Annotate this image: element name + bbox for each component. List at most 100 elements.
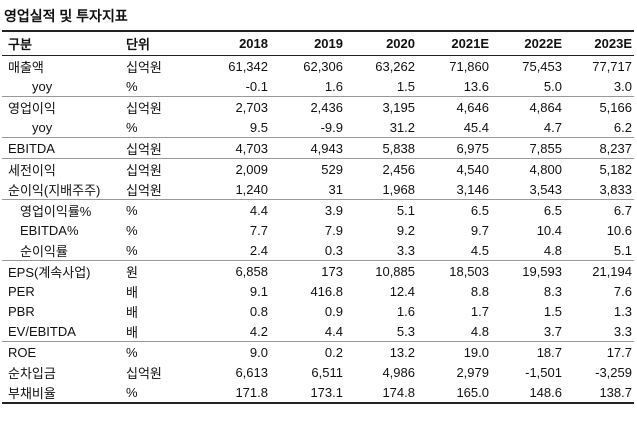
value-cell: 17.7 (606, 344, 632, 360)
value-cell: 5.1 (396, 202, 415, 218)
unit-cell: % (126, 242, 138, 258)
value-cell: 31 (328, 181, 343, 197)
row-label: ROE (8, 344, 37, 360)
value-cell: 5,166 (599, 99, 632, 115)
value-cell: 4,864 (529, 99, 562, 115)
value-cell: 4,986 (382, 364, 415, 380)
unit-cell: % (126, 344, 138, 360)
value-cell: 2,436 (310, 99, 343, 115)
row-label: EBITDA% (20, 222, 79, 238)
header-cell: 2021E (451, 36, 489, 51)
row-group: 영업이익 십억원 2,703 2,436 3,195 4,646 4,864 5,166 yoy… (2, 97, 634, 138)
value-cell: 9.7 (470, 222, 489, 238)
table-row: 세전이익 십억원 2,009 529 2,456 4,540 4,800 5,182 (2, 159, 634, 180)
value-cell: 1.6 (396, 303, 415, 319)
unit-cell: 배 (126, 284, 138, 300)
unit-cell: % (126, 78, 138, 94)
value-cell: 3,833 (599, 181, 632, 197)
value-cell: 3.3 (613, 323, 632, 339)
row-label: 순이익률 (20, 243, 68, 259)
value-cell: 10,885 (375, 263, 415, 279)
value-cell: 529 (321, 161, 343, 177)
value-cell: 12.4 (389, 283, 415, 299)
value-cell: 416.8 (310, 283, 343, 299)
value-cell: 3,195 (382, 99, 415, 115)
header-cell: 2019 (314, 36, 343, 51)
value-cell: 4,540 (456, 161, 489, 177)
row-group: 매출액 십억원 61,342 62,306 63,262 71,860 75,453 77,7… (2, 56, 634, 97)
row-label: EBITDA (8, 140, 55, 156)
value-cell: 2,009 (235, 161, 268, 177)
value-cell: 6,858 (235, 263, 268, 279)
unit-cell: 십억원 (126, 100, 162, 116)
table-row: PER 배 9.1 416.8 12.4 8.8 8.3 7.6 (2, 281, 634, 301)
value-cell: -3,259 (595, 364, 632, 380)
value-cell: 77,717 (592, 58, 632, 74)
header-cell: 2020 (386, 36, 415, 51)
value-cell: 6,975 (456, 140, 489, 156)
unit-cell: 원 (126, 264, 138, 280)
value-cell: 171.8 (235, 384, 268, 400)
row-label: 영업이익률% (20, 203, 92, 219)
value-cell: 8.8 (470, 283, 489, 299)
unit-cell: 배 (126, 304, 138, 320)
value-cell: 173 (321, 263, 343, 279)
value-cell: 3.9 (324, 202, 343, 218)
value-cell: 6.2 (613, 119, 632, 135)
unit-cell: 십억원 (126, 59, 162, 75)
value-cell: 4.4 (249, 202, 268, 218)
header-cell: 단위 (126, 37, 150, 52)
financial-table: 구분 단위 2018 2019 2020 2021E 2022E 2023E 매출액 십억원 61… (2, 30, 634, 404)
value-cell: 7,855 (529, 140, 562, 156)
value-cell: 4.5 (470, 242, 489, 258)
value-cell: 3,543 (529, 181, 562, 197)
row-label: yoy (32, 119, 53, 135)
value-cell: 9.1 (249, 283, 268, 299)
value-cell: 71,860 (449, 58, 489, 74)
value-cell: -9.9 (320, 119, 343, 135)
table-row: 영업이익 십억원 2,703 2,436 3,195 4,646 4,864 5,166 (2, 97, 634, 118)
header-cell: 2023E (594, 36, 632, 51)
value-cell: 4.8 (543, 242, 562, 258)
value-cell: 21,194 (592, 263, 632, 279)
row-label: 순이익(지배주주) (8, 182, 101, 198)
value-cell: 9.0 (249, 344, 268, 360)
value-cell: 13.2 (389, 344, 415, 360)
table-row: 순이익률% 2.4 0.3 3.3 4.5 4.8 5.1 (2, 240, 634, 261)
value-cell: 6.5 (543, 202, 562, 218)
row-label: 세전이익 (8, 162, 56, 178)
value-cell: 1,968 (382, 181, 415, 197)
value-cell: 18.7 (536, 344, 562, 360)
value-cell: 10.6 (606, 222, 632, 238)
header-cell: 2018 (239, 36, 268, 51)
row-group: ROE% 9.0 0.2 13.2 19.0 18.7 17.7 순차입금 십억원 6,613 6,… (2, 342, 634, 403)
value-cell: 5,838 (382, 140, 415, 156)
table-row: EBITDA 십억원 4,703 4,943 5,838 6,975 7,855 8,237 (2, 138, 634, 159)
value-cell: 19.0 (463, 344, 489, 360)
table-row: 순이익(지배주주) 십억원 1,240 31 1,968 3,146 3,543 3,833 (2, 179, 634, 200)
table-row: ROE% 9.0 0.2 13.2 19.0 18.7 17.7 (2, 342, 634, 363)
value-cell: 7.7 (249, 222, 268, 238)
value-cell: -1,501 (525, 364, 562, 380)
value-cell: 1,240 (235, 181, 268, 197)
unit-cell: % (126, 119, 138, 135)
value-cell: 3,146 (456, 181, 489, 197)
unit-cell: % (126, 222, 138, 238)
value-cell: 9.2 (396, 222, 415, 238)
unit-cell: 십억원 (126, 365, 162, 381)
value-cell: 45.4 (463, 119, 489, 135)
unit-cell: 배 (126, 324, 138, 340)
value-cell: 1.5 (396, 78, 415, 94)
table-row: 순차입금 십억원 6,613 6,511 4,986 2,979 -1,501 -3,259 (2, 362, 634, 382)
value-cell: 3.0 (613, 78, 632, 94)
value-cell: 5.1 (613, 242, 632, 258)
row-label: 순차입금 (8, 365, 56, 381)
table-row: yoy% 9.5 -9.9 31.2 45.4 4.7 6.2 (2, 117, 634, 138)
value-cell: -0.1 (245, 78, 268, 94)
value-cell: 165.0 (456, 384, 489, 400)
value-cell: 3.7 (543, 323, 562, 339)
value-cell: 5.0 (543, 78, 562, 94)
table-row: yoy% -0.1 1.6 1.5 13.6 5.0 3.0 (2, 76, 634, 97)
header-row: 구분 단위 2018 2019 2020 2021E 2022E 2023E (2, 31, 634, 56)
